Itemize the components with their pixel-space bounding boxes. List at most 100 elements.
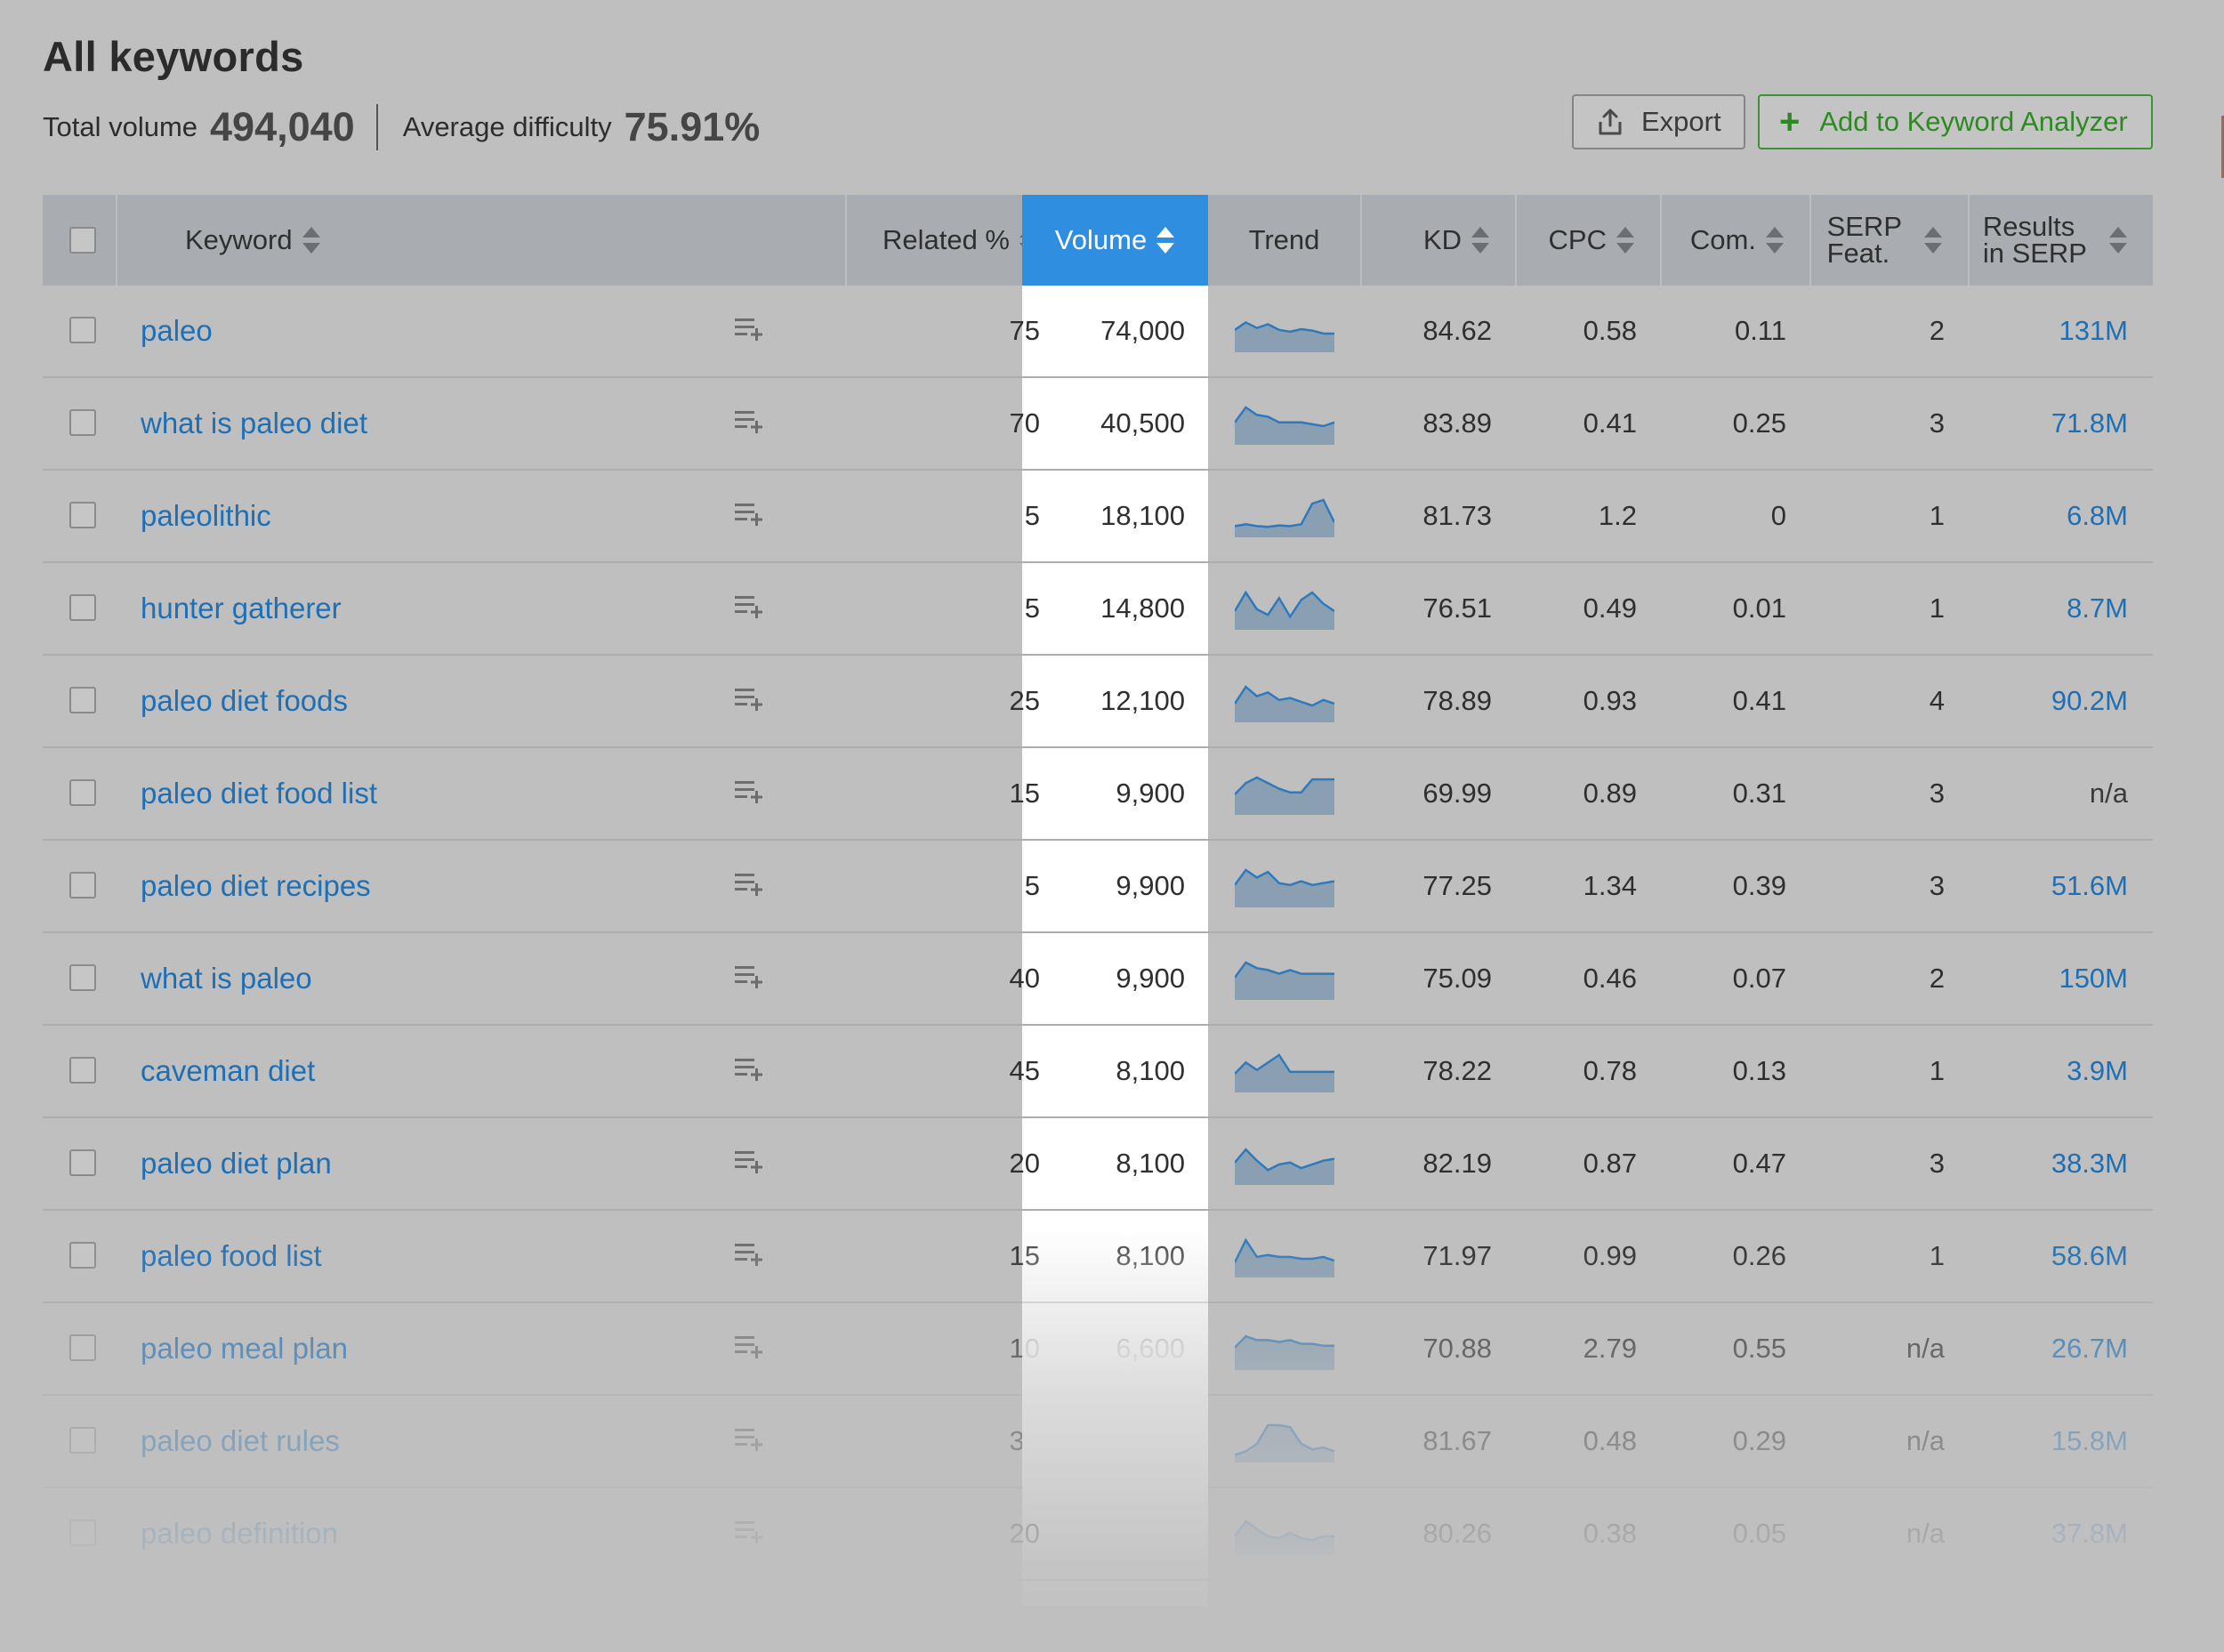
checkbox-icon[interactable] xyxy=(69,1334,96,1361)
checkbox-icon[interactable] xyxy=(69,502,96,528)
keyword-link[interactable]: paleolithic xyxy=(141,499,271,532)
results-cell[interactable]: 71.8M xyxy=(2051,407,2128,439)
add-to-list-icon[interactable] xyxy=(735,778,765,805)
add-to-list-icon[interactable] xyxy=(735,1426,765,1453)
add-to-list-icon[interactable] xyxy=(735,1334,765,1360)
cpc-cell: 0.99 xyxy=(1583,1240,1637,1271)
results-cell[interactable]: 38.3M xyxy=(2051,1148,2128,1179)
add-to-list-icon[interactable] xyxy=(735,593,765,620)
table-row: paleolithic 5 18,100 81.73 1.2 0 1 6.8M xyxy=(43,471,2153,563)
checkbox-icon[interactable] xyxy=(69,1427,96,1454)
related-cell: 5 xyxy=(1024,500,1040,531)
header-cpc-label: CPC xyxy=(1548,224,1607,255)
trend-sparkline xyxy=(1235,776,1334,815)
cpc-cell: 0.87 xyxy=(1583,1148,1637,1179)
add-to-list-icon[interactable] xyxy=(735,1148,765,1175)
results-cell[interactable]: 3.9M xyxy=(2067,1055,2128,1086)
checkbox-icon[interactable] xyxy=(69,964,96,991)
kd-cell: 81.73 xyxy=(1422,500,1492,531)
header-kd[interactable]: KD xyxy=(1362,195,1517,286)
checkbox-icon[interactable] xyxy=(69,409,96,436)
sort-icon xyxy=(1616,227,1634,254)
cpc-cell: 0.58 xyxy=(1583,315,1637,346)
keyword-link[interactable]: what is paleo xyxy=(141,962,312,995)
keyword-link[interactable]: caveman diet xyxy=(141,1054,316,1087)
add-to-list-icon[interactable] xyxy=(735,1056,765,1083)
checkbox-icon[interactable] xyxy=(69,1057,96,1084)
keyword-link[interactable]: what is paleo diet xyxy=(141,407,367,439)
add-to-keyword-analyzer-button[interactable]: + Add to Keyword Analyzer xyxy=(1758,94,2153,149)
com-cell: 0.13 xyxy=(1732,1055,1786,1086)
add-to-list-icon[interactable] xyxy=(735,501,765,528)
kd-cell: 81.67 xyxy=(1422,1425,1492,1456)
cpc-cell: 0.38 xyxy=(1583,1518,1637,1549)
header-kd-label: KD xyxy=(1422,224,1462,255)
add-to-list-icon[interactable] xyxy=(735,316,765,342)
sort-icon xyxy=(1924,227,1942,254)
sort-icon xyxy=(1471,227,1489,254)
com-cell: 0.47 xyxy=(1732,1148,1786,1179)
results-cell[interactable]: 51.6M xyxy=(2051,870,2128,901)
add-to-list-icon[interactable] xyxy=(735,408,765,435)
keyword-link[interactable]: paleo meal plan xyxy=(141,1332,348,1365)
volume-cell: 8,100 xyxy=(1116,1055,1185,1086)
results-cell[interactable]: 15.8M xyxy=(2051,1425,2128,1456)
keyword-link[interactable]: paleo definition xyxy=(141,1517,339,1550)
results-cell[interactable]: 58.6M xyxy=(2051,1240,2128,1271)
keyword-link[interactable]: paleo xyxy=(141,314,213,347)
add-to-list-icon[interactable] xyxy=(735,871,765,898)
checkbox-icon[interactable] xyxy=(69,1242,96,1269)
checkbox-icon[interactable] xyxy=(69,687,96,713)
checkbox-icon[interactable] xyxy=(69,317,96,343)
header-com[interactable]: Com. xyxy=(1662,195,1811,286)
header-related-label: Related % xyxy=(882,224,1010,255)
trend-sparkline xyxy=(1235,961,1334,1000)
table-row: paleo 75 74,000 84.62 0.58 0.11 2 131M xyxy=(43,286,2153,378)
results-cell[interactable]: 26.7M xyxy=(2051,1333,2128,1364)
header-keyword-label: Keyword xyxy=(185,224,293,255)
checkbox-icon[interactable] xyxy=(69,1519,96,1546)
results-cell[interactable]: 150M xyxy=(2059,963,2128,994)
results-cell[interactable]: 6.8M xyxy=(2067,500,2128,531)
add-to-list-icon[interactable] xyxy=(735,686,765,713)
related-cell: 15 xyxy=(1009,1240,1040,1271)
keyword-link[interactable]: paleo diet food list xyxy=(141,777,378,810)
related-cell: 20 xyxy=(1009,1148,1040,1179)
table-row: what is paleo diet 70 40,500 83.89 0.41 0.25 3… xyxy=(43,378,2153,471)
header-results-in-serp[interactable]: Results in SERP xyxy=(1970,195,2153,286)
volume-cell: 9,900 xyxy=(1116,778,1185,809)
serp-cell: 3 xyxy=(1929,778,1945,809)
header-serp-features[interactable]: SERP Feat. xyxy=(1811,195,1970,286)
keyword-link[interactable]: paleo diet plan xyxy=(141,1147,332,1180)
checkbox-icon[interactable] xyxy=(69,779,96,806)
cpc-cell: 0.78 xyxy=(1583,1055,1637,1086)
table-row: caveman diet 45 8,100 78.22 0.78 0.13 1 3.9M xyxy=(43,1026,2153,1118)
checkbox-icon[interactable] xyxy=(69,1149,96,1176)
summary-divider xyxy=(375,104,378,150)
trend-sparkline xyxy=(1235,406,1334,445)
header-keyword[interactable]: Keyword xyxy=(117,195,847,286)
results-cell[interactable]: 90.2M xyxy=(2051,685,2128,716)
header-cpc[interactable]: CPC xyxy=(1517,195,1662,286)
keyword-link[interactable]: paleo diet rules xyxy=(141,1424,340,1457)
keyword-link[interactable]: paleo food list xyxy=(141,1239,322,1272)
checkbox-icon[interactable] xyxy=(69,872,96,899)
com-cell: 0 xyxy=(1770,500,1786,531)
header-serp-label: SERP Feat. xyxy=(1827,213,1902,267)
com-cell: 0.41 xyxy=(1732,685,1786,716)
keyword-link[interactable]: paleo diet foods xyxy=(141,684,349,717)
add-to-list-icon[interactable] xyxy=(735,1241,765,1268)
add-to-list-icon[interactable] xyxy=(735,1519,765,1545)
results-cell[interactable]: 37.8M xyxy=(2051,1518,2128,1549)
results-cell[interactable]: 131M xyxy=(2059,315,2128,346)
results-cell[interactable]: 8.7M xyxy=(2067,592,2128,624)
keyword-link[interactable]: paleo diet recipes xyxy=(141,869,371,902)
total-volume-value: 494,040 xyxy=(210,104,355,149)
add-to-list-icon[interactable] xyxy=(735,963,765,990)
checkbox-icon[interactable] xyxy=(69,227,96,254)
export-button[interactable]: Export xyxy=(1572,94,1745,149)
keyword-link[interactable]: hunter gatherer xyxy=(141,592,342,625)
trend-sparkline xyxy=(1235,498,1334,537)
header-volume[interactable]: Volume xyxy=(1022,195,1208,286)
checkbox-icon[interactable] xyxy=(69,594,96,621)
